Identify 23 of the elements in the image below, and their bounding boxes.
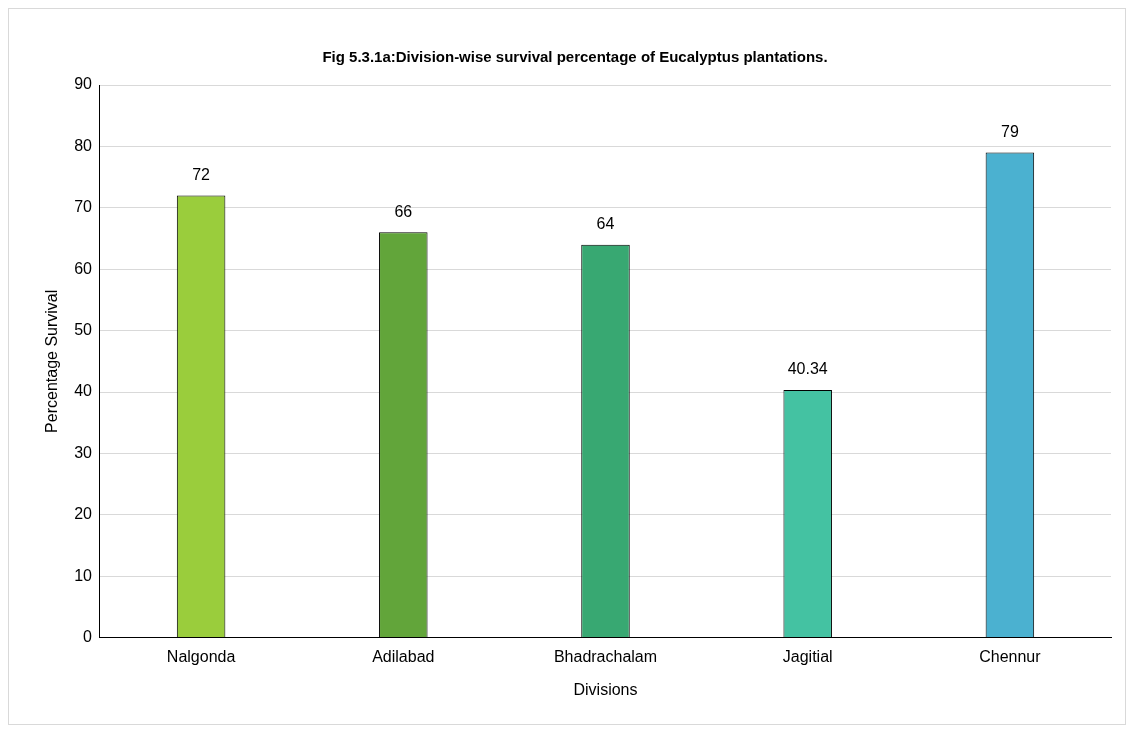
y-tick-label: 80 (74, 136, 93, 154)
y-tick-label: 30 (74, 443, 93, 461)
y-tick-label: 40 (74, 382, 93, 400)
y-tick-label: 0 (83, 628, 93, 646)
x-tick-label: Chennur (979, 647, 1042, 665)
x-tick-label: Bhadrachalam (553, 647, 658, 665)
data-label: 79 (1001, 122, 1019, 140)
data-label: 64 (596, 215, 615, 233)
x-axis-title: Divisions (573, 680, 638, 698)
y-tick-label: 60 (74, 259, 93, 277)
y-axis-title: Percentage Survival (43, 289, 61, 433)
x-tick-label: Adilabad (372, 647, 435, 665)
y-tick-label: 70 (74, 198, 93, 216)
data-label: 40.34 (787, 360, 828, 378)
x-tick-label: Nalgonda (166, 647, 236, 665)
y-tick-label: 10 (74, 566, 93, 584)
data-label: 72 (192, 165, 211, 183)
chart-title: Fig 5.3.1a:Division-wise survival percentage of Eucalyptus plantations. (322, 48, 828, 66)
data-label: 66 (394, 202, 413, 220)
y-tick-label: 20 (74, 505, 93, 523)
y-tick-label: 50 (74, 321, 93, 339)
x-tick-label: Jagitial (782, 647, 833, 665)
y-tick-label: 90 (74, 75, 93, 93)
